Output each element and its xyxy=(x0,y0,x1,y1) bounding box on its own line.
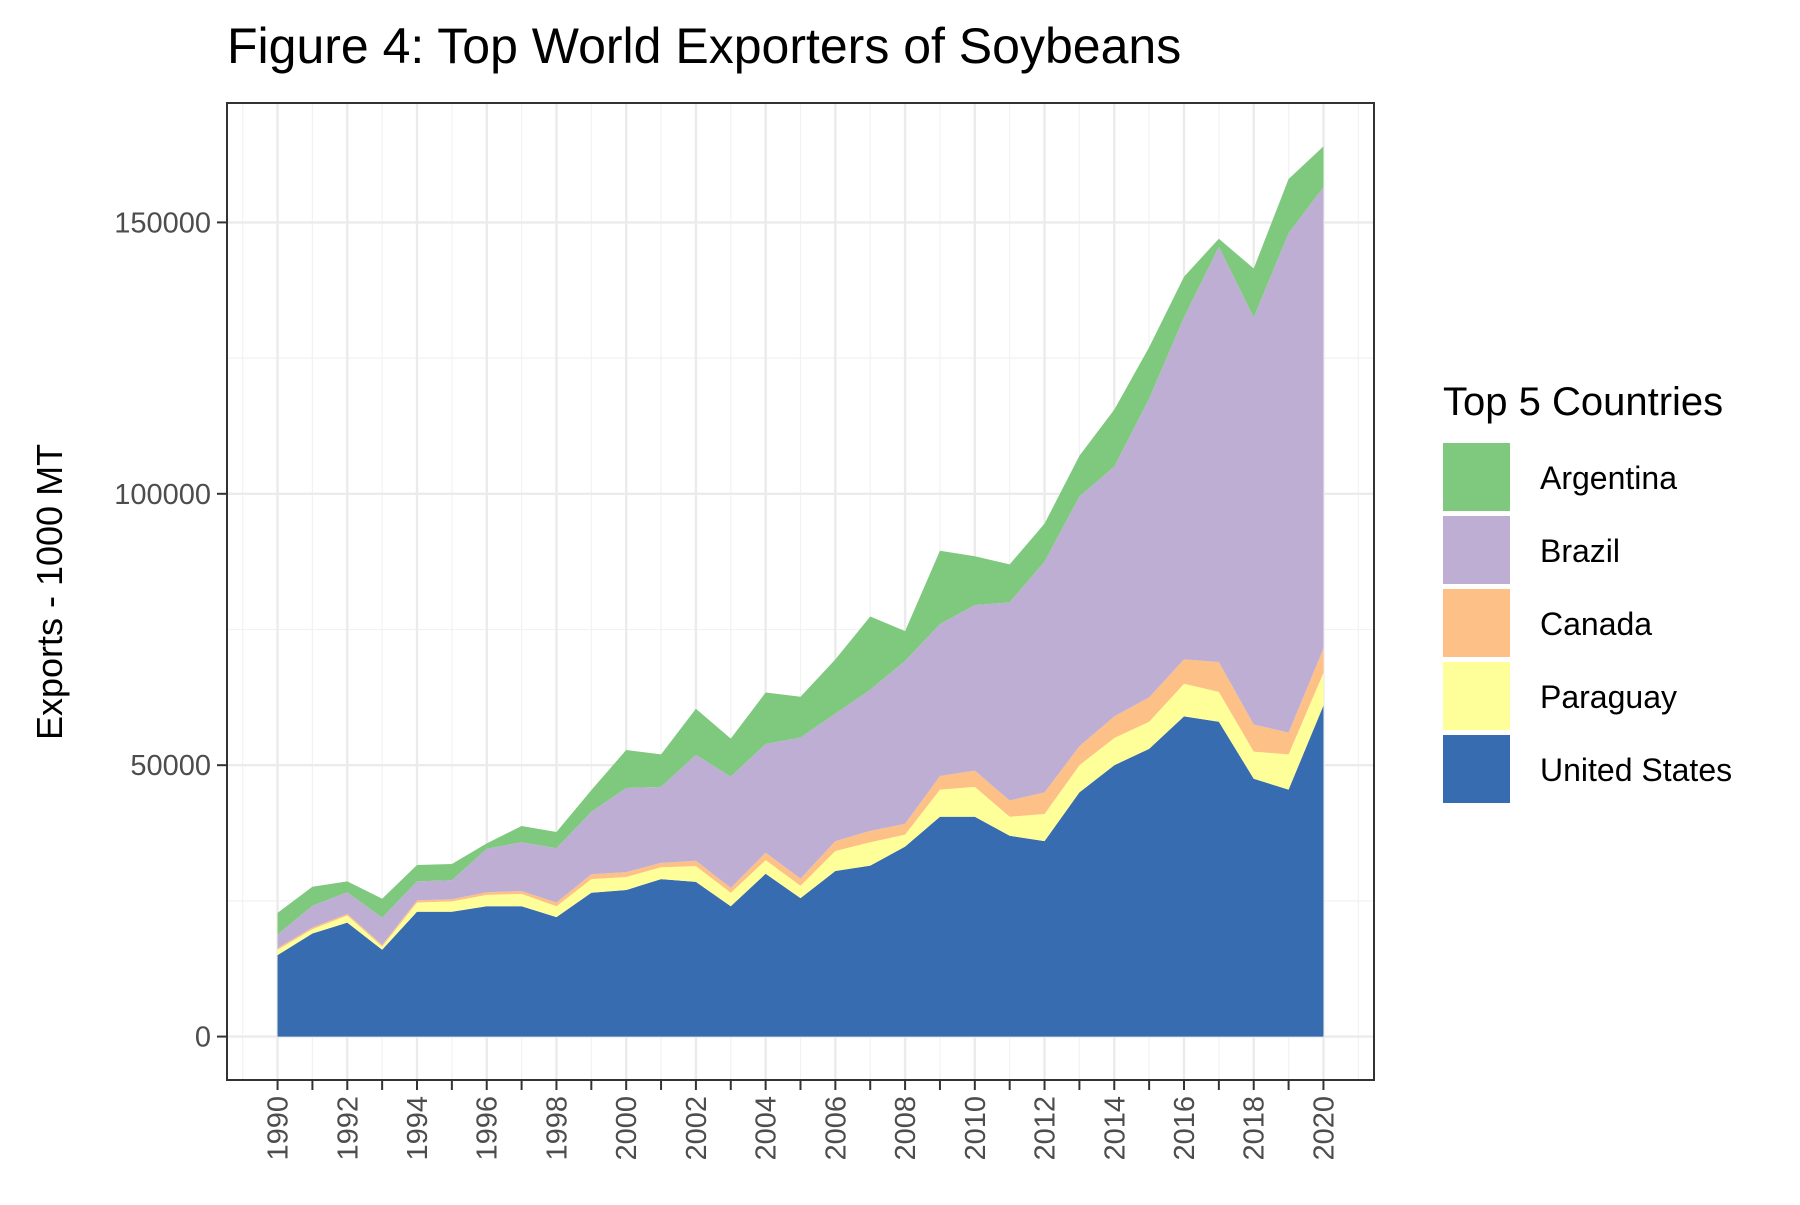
x-tick-label: 2010 xyxy=(960,1096,992,1161)
legend-label-paraguay: Paraguay xyxy=(1540,679,1677,715)
area-brazil xyxy=(277,187,1324,949)
x-tick-label: 2012 xyxy=(1030,1096,1062,1161)
y-tick-label: 50000 xyxy=(130,750,211,782)
y-tick-label: 150000 xyxy=(114,207,211,239)
x-tick-label: 2006 xyxy=(820,1096,852,1161)
y-axis-title: Exports - 1000 MT xyxy=(29,444,70,740)
stacked-areas xyxy=(277,146,1324,1037)
legend: Top 5 Countries Argentina Brazil Canada Par… xyxy=(1443,380,1732,803)
chart-title: Figure 4: Top World Exporters of Soybean… xyxy=(227,18,1181,74)
x-tick-label: 1998 xyxy=(541,1096,573,1161)
x-axis: 1990 1992 1994 1996 1998 2000 2002 2004 2006 2008… xyxy=(263,1080,1340,1161)
area-united-states xyxy=(277,705,1324,1037)
legend-label-argentina: Argentina xyxy=(1540,460,1677,496)
x-tick-label: 2004 xyxy=(751,1096,783,1161)
x-tick-label: 2014 xyxy=(1099,1096,1131,1161)
x-tick-label: 1992 xyxy=(332,1096,364,1161)
area-canada xyxy=(277,648,1324,950)
area-paraguay xyxy=(277,672,1324,956)
legend-swatch-canada xyxy=(1443,589,1510,657)
legend-swatch-united-states xyxy=(1443,735,1510,803)
legend-swatch-argentina xyxy=(1443,443,1510,511)
x-tick-label: 2008 xyxy=(890,1096,922,1161)
y-tick-label: 100000 xyxy=(114,479,211,511)
legend-swatch-paraguay xyxy=(1443,662,1510,730)
legend-label-brazil: Brazil xyxy=(1540,533,1620,569)
legend-label-canada: Canada xyxy=(1540,606,1652,642)
x-tick-label: 1996 xyxy=(472,1096,504,1161)
x-tick-label: 2002 xyxy=(681,1096,713,1161)
legend-label-united-states: United States xyxy=(1540,752,1732,788)
legend-swatch-brazil xyxy=(1443,516,1510,584)
x-tick-label: 1990 xyxy=(263,1096,295,1161)
x-tick-label: 1994 xyxy=(402,1096,434,1161)
x-tick-label: 2000 xyxy=(611,1096,643,1161)
x-tick-label: 2018 xyxy=(1239,1096,1271,1161)
x-tick-label: 2020 xyxy=(1308,1096,1340,1161)
y-axis: 0 50000 100000 150000 xyxy=(114,207,227,1054)
legend-title: Top 5 Countries xyxy=(1443,380,1723,424)
y-tick-label: 0 xyxy=(195,1022,211,1054)
x-tick-label: 2016 xyxy=(1169,1096,1201,1161)
